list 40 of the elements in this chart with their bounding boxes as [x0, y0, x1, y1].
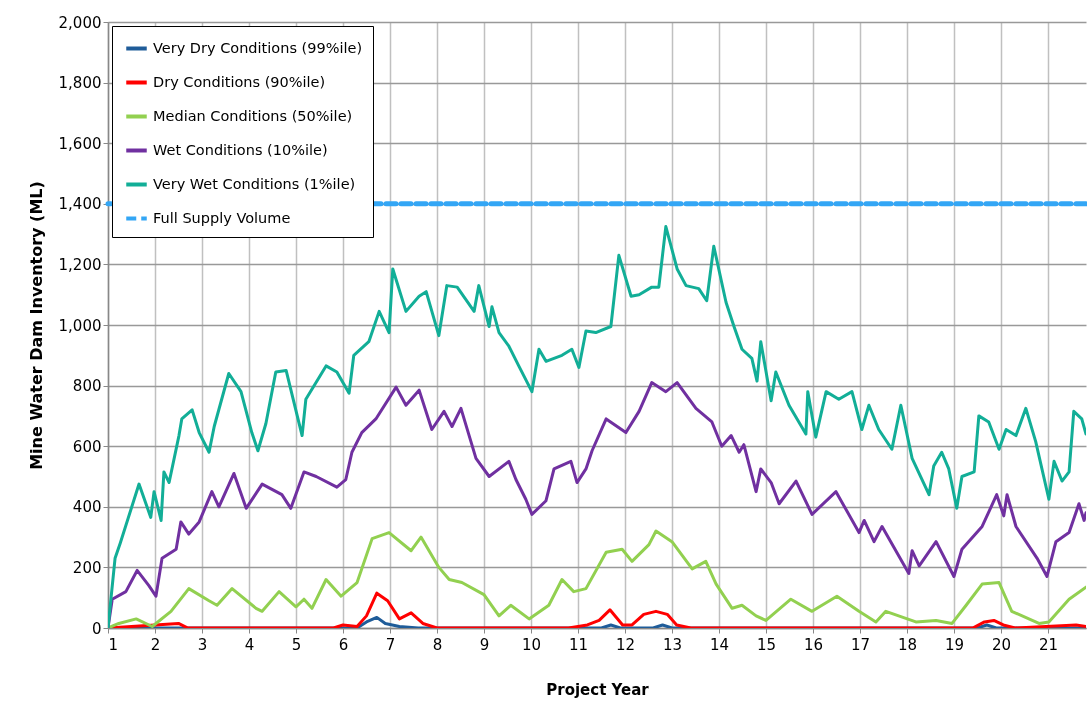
x-tick-label: 17 — [850, 635, 870, 654]
x-tick-label: 21 — [1038, 635, 1058, 654]
y-tick-label: 1,200 — [58, 255, 102, 274]
legend-label: Median Conditions (50%ile) — [153, 107, 353, 124]
y-tick-label: 1,800 — [58, 74, 102, 93]
ref-line-label: Full Supply Volume — [153, 209, 291, 226]
y-tick-label: 200 — [72, 558, 102, 577]
y-tick-label: 800 — [72, 377, 102, 396]
x-tick-label: 13 — [662, 635, 683, 654]
x-tick-label: 6 — [338, 635, 349, 654]
x-tick-label: 7 — [385, 635, 396, 654]
y-tick-label: 600 — [72, 437, 102, 456]
x-tick-label: 12 — [615, 635, 636, 654]
x-tick-label: 14 — [709, 635, 729, 654]
y-tick-label: 1,400 — [58, 195, 102, 214]
legend-label: Very Wet Conditions (1%ile) — [153, 175, 356, 192]
x-tick-label: 18 — [897, 635, 917, 654]
legend-label: Dry Conditions (90%ile) — [153, 73, 326, 90]
x-tick-label: 5 — [291, 635, 302, 654]
x-tick-label: 16 — [803, 635, 823, 654]
x-tick-label: 11 — [568, 635, 589, 654]
y-tick-label: 1,000 — [58, 316, 102, 335]
y-tick-label: 0 — [91, 619, 102, 638]
x-axis-title: Project Year — [546, 680, 650, 699]
x-tick-label: 10 — [521, 635, 542, 654]
x-tick-label: 1 — [108, 635, 119, 654]
y-axis-title: Mine Water Dam Inventory (ML) — [26, 181, 46, 470]
x-tick-label: 19 — [944, 635, 964, 654]
x-tick-label: 15 — [756, 635, 776, 654]
x-tick-label: 2 — [150, 635, 161, 654]
x-tick-label: 9 — [479, 635, 490, 654]
y-tick-label: 400 — [72, 498, 102, 517]
legend-label: Wet Conditions (10%ile) — [153, 141, 328, 158]
legend-label: Very Dry Conditions (99%ile) — [153, 39, 363, 56]
y-tick-label: 1,600 — [58, 134, 102, 153]
x-tick-label: 20 — [991, 635, 1011, 654]
y-tick-label: 2,000 — [58, 13, 102, 32]
x-tick-label: 8 — [432, 635, 443, 654]
x-tick-label: 4 — [244, 635, 255, 654]
x-tick-label: 3 — [197, 635, 208, 654]
